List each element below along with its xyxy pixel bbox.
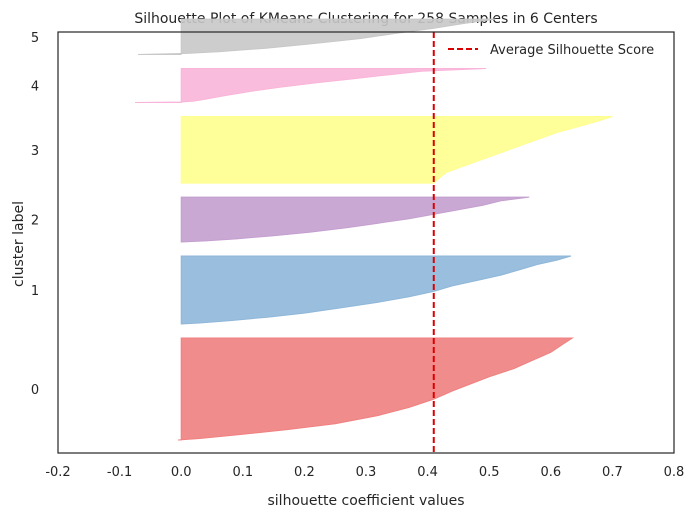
x-tick-label: 0.4 — [417, 465, 438, 480]
cluster-label-1: 1 — [31, 284, 39, 299]
cluster-label-4: 4 — [31, 80, 39, 95]
legend-label-average: Average Silhouette Score — [490, 43, 654, 58]
plot-area — [134, 18, 613, 453]
cluster-label-0: 0 — [31, 383, 39, 398]
cluster-label-2: 2 — [31, 214, 39, 229]
cluster-5-silhouette-area — [138, 18, 496, 55]
y-axis-cluster-labels: 0 1 2 3 4 5 — [31, 31, 39, 398]
axes-frame — [57, 31, 675, 454]
cluster-label-5: 5 — [31, 31, 39, 46]
x-tick-label: 0.2 — [294, 465, 315, 480]
legend: Average Silhouette Score — [448, 43, 654, 58]
cluster-1-silhouette-area — [180, 255, 572, 325]
cluster-label-3: 3 — [31, 144, 39, 159]
x-tick-label: 0.3 — [356, 465, 377, 480]
x-tick-label: 0.6 — [540, 465, 561, 480]
x-tick-label: -0.1 — [107, 465, 132, 480]
y-axis-label: cluster label — [11, 201, 27, 287]
cluster-4-silhouette-area — [134, 68, 487, 103]
x-tick-label: 0.5 — [479, 465, 500, 480]
cluster-2-silhouette-area — [180, 196, 530, 243]
cluster-3-silhouette-area — [180, 116, 613, 184]
x-tick-label: 0.8 — [664, 465, 685, 480]
x-axis-ticks: -0.2 -0.1 0.0 0.1 0.2 0.3 0.4 0.5 0.6 0.7 0.8 — [45, 465, 684, 480]
x-tick-label: -0.2 — [45, 465, 70, 480]
cluster-0-silhouette-area — [178, 337, 575, 441]
x-axis-label: silhouette coefficient values — [268, 493, 465, 509]
x-tick-label: 0.0 — [171, 465, 192, 480]
x-tick-label: 0.7 — [602, 465, 623, 480]
x-tick-label: 0.1 — [232, 465, 253, 480]
